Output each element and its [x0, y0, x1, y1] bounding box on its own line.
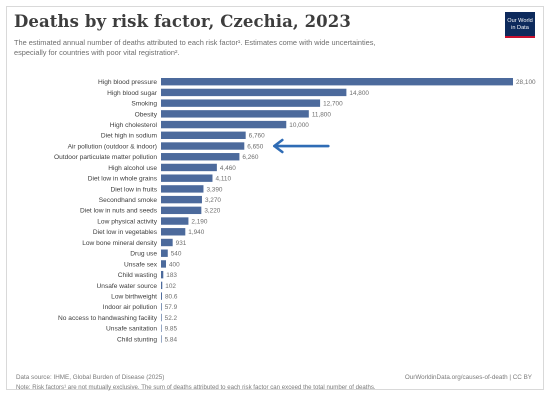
category-label: Diet low in nuts and seeds: [80, 208, 158, 215]
bar: [161, 99, 321, 107]
bar: [161, 303, 162, 311]
chart-title: Deaths by risk factor, Czechia, 2023: [14, 12, 351, 31]
value-label: 12,700: [323, 101, 343, 108]
data-source[interactable]: Data source: IHME, Global Burden of Dise…: [16, 374, 165, 381]
category-label: Diet low in fruits: [110, 186, 157, 193]
value-label: 6,760: [249, 133, 265, 140]
value-label: 183: [166, 272, 177, 279]
value-label: 4,110: [215, 176, 231, 183]
value-label: 52.2: [165, 315, 178, 322]
chart-note: Note: Risk factors¹ are not mutually exc…: [16, 384, 376, 391]
value-label: 400: [169, 261, 180, 268]
bar: [161, 174, 213, 182]
value-label: 6,260: [242, 154, 258, 161]
category-label: Air pollution (outdoor & indoor): [68, 143, 157, 150]
subtitle-line-2: especially for countries with poor vital…: [14, 48, 180, 58]
bar: [161, 163, 217, 172]
category-label: High alcohol use: [108, 165, 157, 172]
bar: [161, 78, 513, 86]
bar: [161, 131, 246, 139]
value-label: 931: [176, 240, 187, 247]
value-label: 3,220: [204, 208, 220, 215]
value-label: 9.85: [165, 326, 178, 333]
category-label: Unsafe sex: [124, 261, 158, 268]
chart-subtitle: The estimated annual number of deaths at…: [14, 38, 496, 59]
bar: [161, 110, 309, 118]
value-label: 11,800: [312, 111, 332, 118]
owid-logo[interactable]: Our World in Data: [505, 12, 535, 38]
value-label: 6,650: [247, 143, 263, 150]
category-label: Obesity: [135, 111, 158, 118]
bar: [161, 217, 189, 225]
chart-url[interactable]: OurWorldinData.org/causes-of-death | CC …: [404, 374, 532, 381]
category-label: Diet low in vegetables: [93, 229, 158, 236]
value-label: 4,460: [220, 165, 236, 172]
bar: [161, 335, 162, 343]
bar: [161, 238, 173, 247]
category-label: Child stunting: [117, 336, 157, 343]
category-label: High blood pressure: [98, 79, 157, 86]
annotation-arrow: [273, 138, 330, 154]
bar: [161, 185, 204, 193]
bar: [161, 142, 245, 150]
category-label: Low birthweight: [111, 294, 157, 301]
bar: [161, 195, 202, 204]
category-label: Drug use: [130, 251, 157, 258]
value-label: 10,000: [289, 122, 309, 129]
bar-chart: High blood pressure 28,100 High blood suga…: [54, 78, 536, 343]
bar: [161, 324, 162, 332]
category-label: Diet low in whole grains: [88, 176, 158, 183]
category-label: Smoking: [131, 101, 157, 108]
value-label: 14,800: [349, 90, 369, 97]
value-label: 3,270: [205, 197, 221, 204]
bar: [161, 153, 240, 161]
value-label: 57.9: [165, 304, 178, 311]
chart-frame: [6, 6, 544, 390]
category-label: Outdoor particulate matter pollution: [54, 154, 157, 161]
category-label: Low bone mineral density: [82, 240, 157, 247]
bar: [161, 313, 162, 322]
value-label: 1,940: [188, 229, 204, 236]
value-label: 80.6: [165, 294, 178, 301]
category-label: Diet high in sodium: [101, 133, 158, 140]
bar: [161, 270, 164, 279]
value-label: 5.84: [165, 336, 178, 343]
value-label: 28,100: [516, 79, 536, 86]
category-label: No access to handwashing facility: [58, 315, 158, 322]
bar: [161, 281, 163, 290]
category-label: High blood sugar: [107, 90, 158, 97]
category-label: Secondhand smoke: [99, 197, 158, 204]
bar: [161, 292, 163, 300]
logo-line-2: in Data: [511, 24, 529, 31]
value-label: 102: [165, 283, 176, 290]
category-label: High cholesterol: [110, 122, 158, 129]
category-label: Unsafe sanitation: [106, 326, 157, 333]
bar: [161, 88, 347, 97]
subtitle-line-1: The estimated annual number of deaths at…: [14, 38, 376, 47]
bar: [161, 206, 202, 215]
bar: [161, 260, 167, 268]
category-label: Child wasting: [118, 272, 158, 279]
bar: [161, 120, 287, 129]
value-label: 540: [171, 251, 182, 258]
logo-line-1: Our World: [507, 18, 533, 24]
chart-footer: Data source: IHME, Global Burden of Dise…: [0, 372, 552, 394]
bar: [161, 228, 186, 236]
value-label: 2,190: [191, 218, 207, 225]
category-label: Unsafe water source: [97, 283, 158, 290]
bar: [161, 249, 168, 257]
category-label: Low physical activity: [97, 218, 157, 225]
category-label: Indoor air pollution: [103, 304, 158, 311]
value-label: 3,390: [206, 186, 222, 193]
